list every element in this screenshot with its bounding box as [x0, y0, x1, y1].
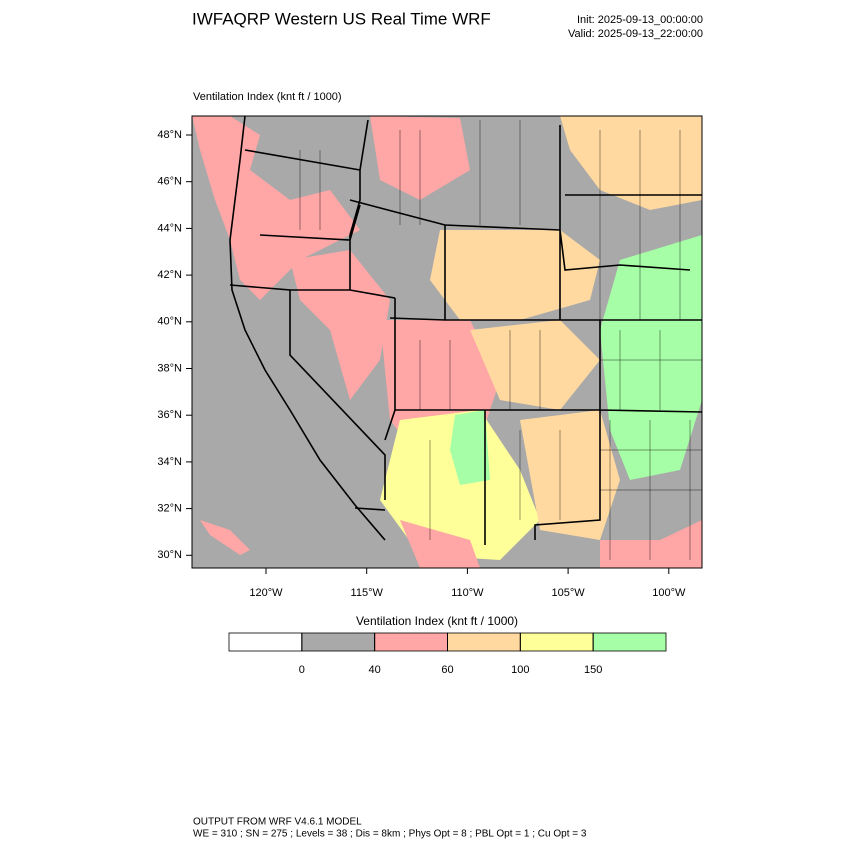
lat-label: 40°N [157, 316, 182, 328]
colorbar-box [374, 632, 448, 652]
lat-label: 38°N [157, 362, 182, 374]
lon-label: 100°W [652, 587, 686, 599]
lon-labels: 120°W 115°W 110°W 105°W 100°W [249, 568, 686, 599]
lat-label: 42°N [157, 269, 182, 281]
colorbar-box [301, 632, 376, 652]
map-label: Ventilation Index (knt ft / 1000) [193, 91, 342, 103]
colorbar-label: 150 [584, 664, 602, 676]
footer-line: OUTPUT FROM WRF V4.6.1 MODEL [193, 817, 362, 828]
colorbar-label: 60 [441, 664, 453, 676]
colorbar-label: 40 [369, 664, 381, 676]
colorbar-box [228, 632, 303, 652]
colorbar-label: 0 [299, 664, 305, 676]
lon-label: 105°W [552, 587, 586, 599]
lat-label: 30°N [157, 549, 182, 561]
colorbar-title: Ventilation Index (knt ft / 1000) [356, 614, 518, 628]
footer-line: WE = 310 ; SN = 275 ; Levels = 38 ; Dis … [193, 829, 587, 840]
lon-label: 120°W [249, 587, 283, 599]
lat-label: 34°N [157, 456, 182, 468]
init-time: Init: 2025-09-13_00:00:00 [577, 14, 703, 26]
lat-label: 44°N [157, 222, 182, 234]
lat-label: 32°N [157, 503, 182, 515]
colorbar-box [592, 632, 667, 652]
title: IWFAQRP Western US Real Time WRF [192, 9, 491, 28]
colorbar: 0 40 60 100 150 [228, 632, 667, 676]
colorbar-label: 100 [511, 664, 529, 676]
lon-label: 110°W [451, 587, 484, 599]
valid-time: Valid: 2025-09-13_22:00:00 [568, 28, 703, 40]
colorbar-box [519, 632, 594, 652]
map [191, 115, 703, 569]
lon-label: 115°W [351, 587, 384, 599]
lat-label: 46°N [157, 176, 182, 188]
lat-label: 48°N [157, 129, 182, 141]
lat-label: 36°N [157, 409, 182, 421]
colorbar-box [447, 632, 521, 652]
lat-labels: 48°N 46°N 44°N 42°N 40°N 38°N 36°N 34°N 32°N 30°N [157, 129, 192, 561]
